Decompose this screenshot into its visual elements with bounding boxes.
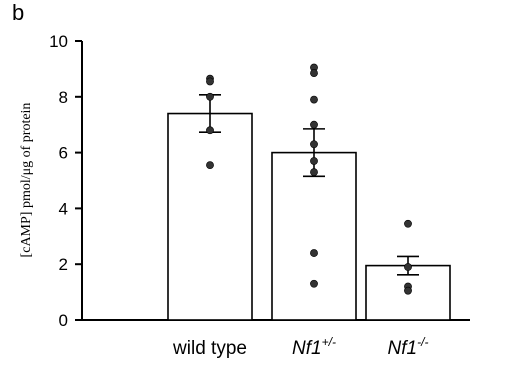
bar bbox=[167, 112, 253, 321]
panel-label: b bbox=[12, 0, 24, 25]
x-tick-label: Nf1-/- bbox=[388, 335, 429, 359]
data-point bbox=[310, 279, 318, 288]
data-point bbox=[310, 249, 318, 257]
bars bbox=[167, 112, 451, 321]
y-tick-label: 4 bbox=[59, 199, 68, 218]
data-points bbox=[206, 63, 412, 295]
data-point bbox=[310, 168, 318, 177]
data-point bbox=[310, 140, 318, 149]
data-point bbox=[206, 92, 214, 101]
y-axis: 0 2 4 6 8 10 bbox=[49, 32, 83, 330]
data-point bbox=[310, 69, 318, 77]
x-tick-label: Nf1+/- bbox=[292, 335, 336, 359]
data-point bbox=[310, 120, 318, 129]
data-point bbox=[404, 263, 412, 271]
x-tick-label: wild type bbox=[172, 338, 247, 359]
data-point bbox=[206, 77, 214, 86]
y-axis-label: [cAMP] pmol/μg of protein bbox=[19, 103, 34, 258]
y-tick-label: 6 bbox=[59, 144, 68, 163]
y-tick-label: 10 bbox=[49, 32, 68, 51]
bar bbox=[271, 151, 357, 321]
data-point bbox=[206, 126, 214, 135]
data-point bbox=[404, 219, 412, 228]
y-tick-label: 0 bbox=[59, 311, 68, 330]
data-point bbox=[310, 95, 318, 104]
y-tick-label: 2 bbox=[59, 255, 68, 274]
x-tick-labels: wild type Nf1+/- Nf1-/- bbox=[172, 335, 428, 359]
data-point bbox=[404, 286, 412, 295]
data-point bbox=[310, 157, 318, 165]
data-point bbox=[206, 161, 214, 170]
y-tick-label: 8 bbox=[59, 88, 68, 107]
